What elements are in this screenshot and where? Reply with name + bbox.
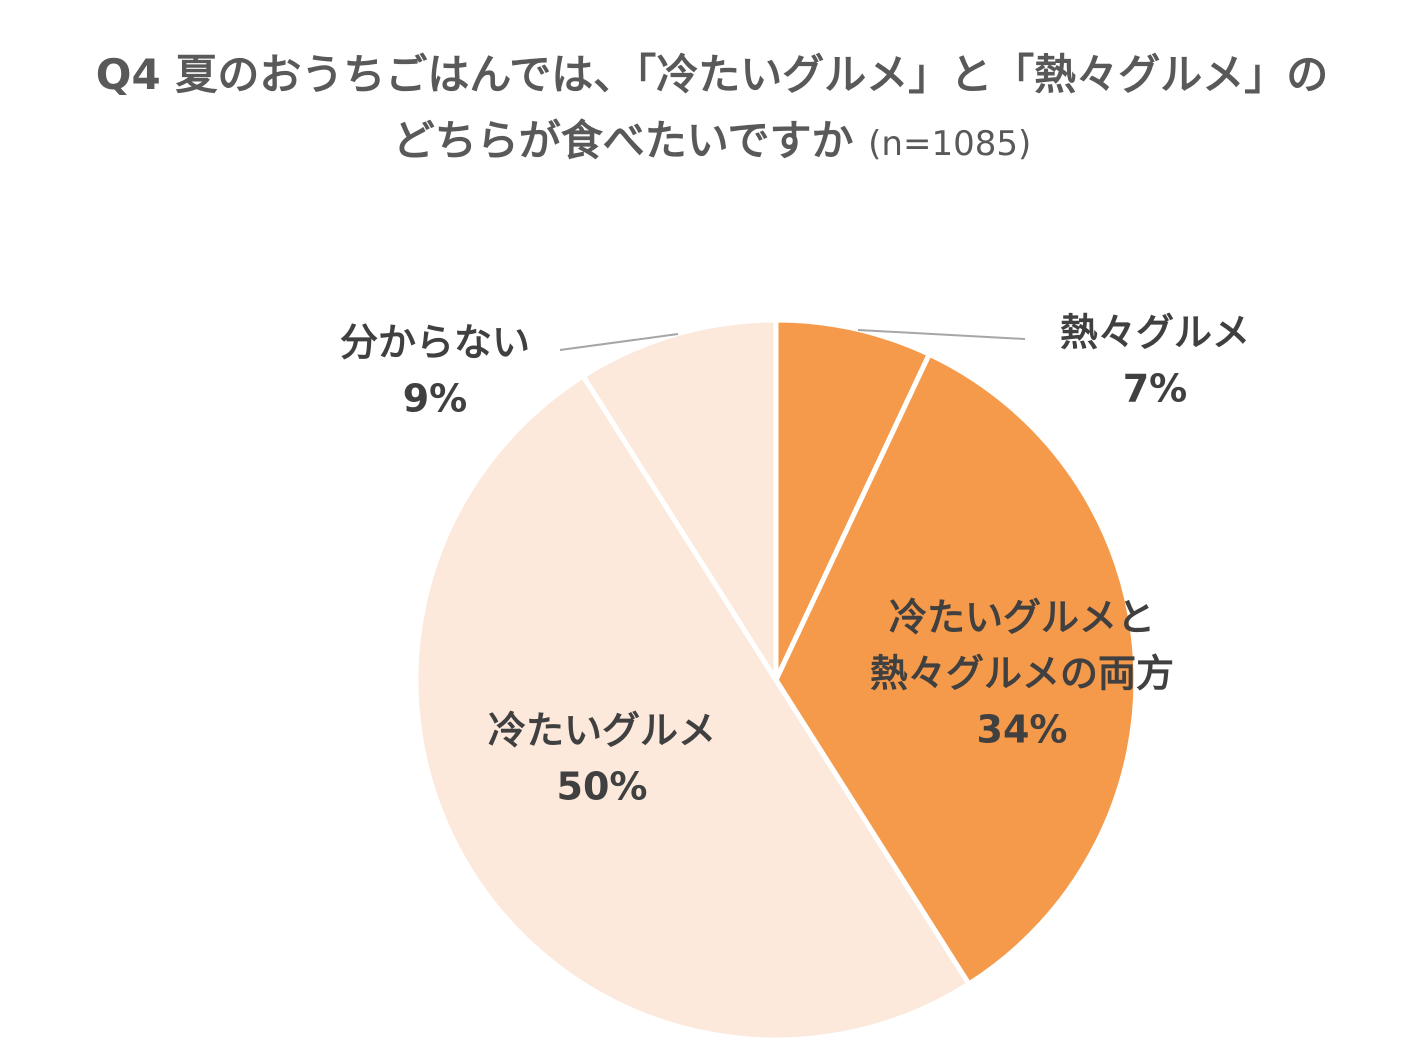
leader-line-slice-4 (559, 333, 679, 351)
chart-title: Q4 夏のおうちごはんでは、「冷たいグルメ」と「熱々グルメ」の どちらが食べたい… (0, 42, 1424, 177)
slice-value-slice-4: 9% (403, 377, 468, 421)
pie-slice-1 (773, 317, 933, 682)
pie-slice-2 (773, 350, 1139, 988)
leader-line-slice-1 (857, 329, 1026, 340)
slice-value-slice-1: 7% (1123, 367, 1188, 411)
chart-title-question: どちらが食べたいですか (392, 116, 854, 165)
chart-title-line-2: どちらが食べたいですか (n=1085) (0, 108, 1424, 177)
slice-value-slice-2: 34% (977, 708, 1068, 752)
pie-slice-3 (413, 372, 973, 1043)
slice-label-slice-1: 熱々グルメ (1060, 311, 1250, 355)
slice-label-slice-2-line-1: 冷たいグルメと (889, 596, 1155, 640)
chart-title-sample-size: (n=1085) (868, 124, 1032, 164)
slice-label-slice-3: 冷たいグルメ (488, 709, 716, 753)
slice-value-slice-3: 50% (557, 765, 648, 809)
chart-title-line-1: Q4 夏のおうちごはんでは、「冷たいグルメ」と「熱々グルメ」の (95, 50, 1329, 99)
slice-label-slice-2-line-2: 熱々グルメの両方 (870, 652, 1174, 696)
slice-label-slice-4: 分からない (340, 321, 530, 365)
